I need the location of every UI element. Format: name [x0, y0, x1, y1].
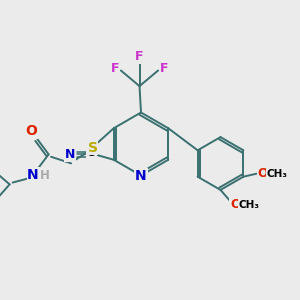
Text: CH₃: CH₃: [239, 200, 260, 210]
Text: O: O: [257, 167, 268, 180]
Text: C: C: [86, 148, 94, 158]
Text: N: N: [27, 168, 39, 182]
Text: O: O: [26, 124, 38, 138]
Text: CH₃: CH₃: [266, 169, 287, 179]
Text: F: F: [160, 62, 168, 76]
Text: O: O: [230, 198, 241, 211]
Text: F: F: [135, 50, 144, 64]
Text: H: H: [40, 169, 50, 182]
Text: N: N: [65, 148, 75, 161]
Text: N: N: [135, 169, 147, 183]
Text: F: F: [111, 62, 119, 76]
Text: S: S: [88, 141, 98, 155]
